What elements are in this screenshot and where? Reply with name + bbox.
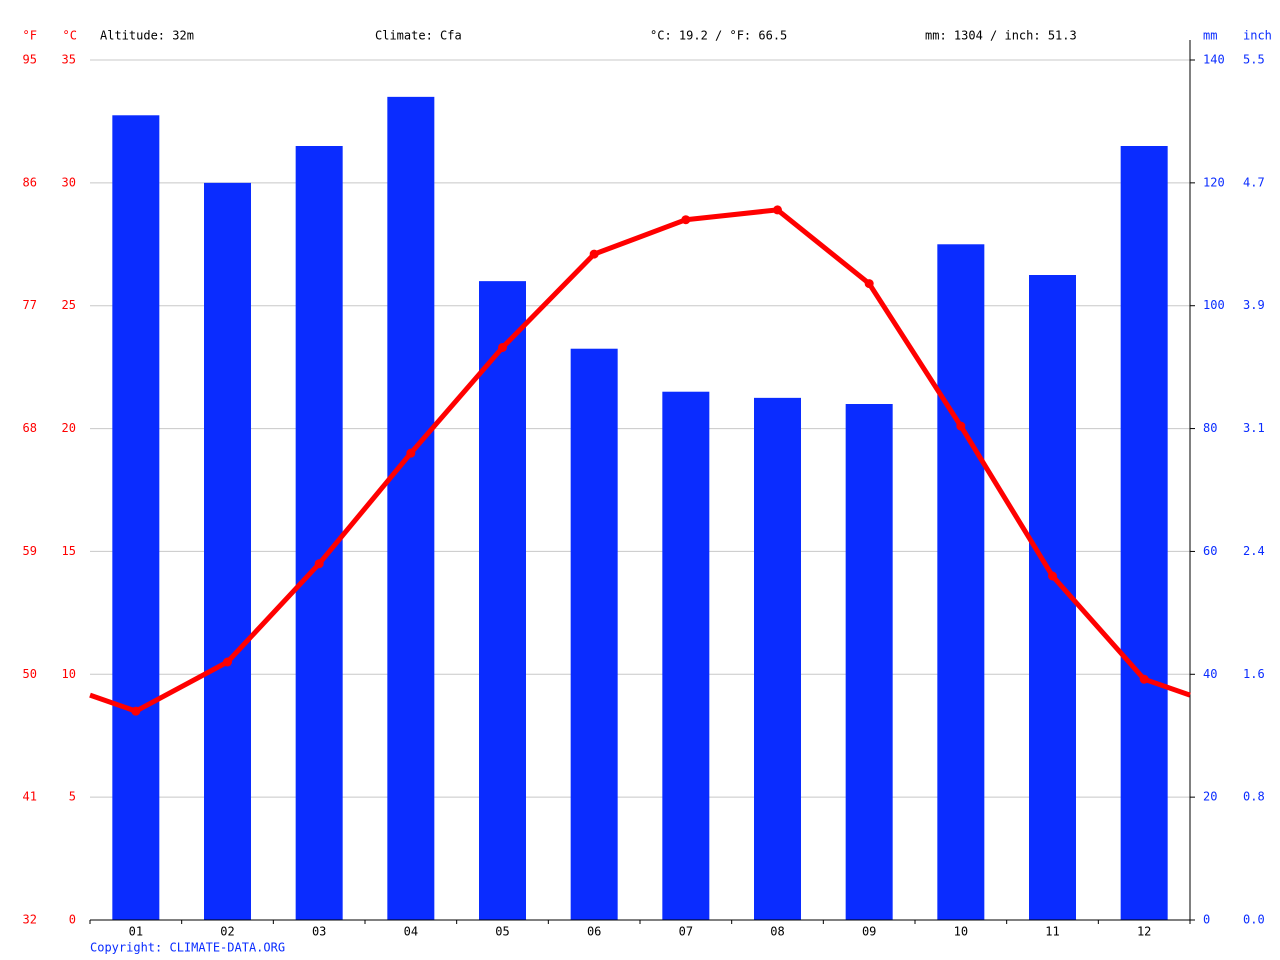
y2-inch-tick-label: 4.7 xyxy=(1243,175,1265,189)
temperature-point xyxy=(681,215,691,225)
temperature-point xyxy=(1048,571,1057,581)
x-tick-label: 04 xyxy=(404,925,418,939)
y-unit-label: °C xyxy=(63,29,77,43)
temperature-point xyxy=(131,706,141,716)
y-fahrenheit-tick-label: 41 xyxy=(23,790,37,804)
y-fahrenheit-tick-label: 68 xyxy=(23,421,37,435)
x-tick-label: 02 xyxy=(220,925,234,939)
bar xyxy=(112,115,160,921)
x-tick-label: 09 xyxy=(862,925,876,939)
y2-tick-label: 140 xyxy=(1203,53,1225,67)
header-text: mm: 1304 / inch: 51.3 xyxy=(925,29,1077,43)
y2-inch-tick-label: 3.9 xyxy=(1243,298,1265,312)
y2-tick-label: 100 xyxy=(1203,298,1225,312)
bar xyxy=(570,348,618,920)
x-tick-label: 08 xyxy=(770,925,784,939)
copyright: Copyright: CLIMATE-DATA.ORG xyxy=(90,941,285,955)
bar xyxy=(662,391,710,920)
y-tick-label: 5 xyxy=(69,790,76,804)
y-tick-label: 15 xyxy=(62,544,76,558)
y2-inch-tick-label: 0.8 xyxy=(1243,790,1265,804)
y2-unit-label: inch xyxy=(1243,29,1272,43)
y-fahrenheit-tick-label: 32 xyxy=(23,913,37,927)
bar xyxy=(754,397,801,920)
y2-tick-label: 0 xyxy=(1203,913,1210,927)
bar xyxy=(295,146,343,920)
temperature-point xyxy=(223,657,232,667)
bar xyxy=(387,96,435,921)
y-tick-label: 10 xyxy=(62,667,76,681)
temperature-point xyxy=(956,421,966,431)
y-tick-label: 20 xyxy=(62,421,76,435)
line-wrap xyxy=(89,676,1191,714)
y-tick-label: 30 xyxy=(62,175,76,189)
y-fahrenheit-tick-label: 77 xyxy=(23,298,37,312)
temperature-point xyxy=(314,559,324,569)
y-tick-label: 35 xyxy=(62,53,76,67)
y2-tick-label: 120 xyxy=(1203,175,1225,189)
x-tick-label: 01 xyxy=(129,925,143,939)
y2-tick-label: 60 xyxy=(1203,544,1217,558)
y2-tick-label: 20 xyxy=(1203,790,1217,804)
y2-inch-tick-label: 0.0 xyxy=(1243,913,1265,927)
bar xyxy=(845,404,893,920)
temperature-line xyxy=(134,207,1147,714)
bar xyxy=(1120,146,1168,920)
y-fahrenheit-tick-label: 95 xyxy=(23,53,37,67)
x-tick-label: 11 xyxy=(1045,925,1059,939)
y2-tick-label: 40 xyxy=(1203,667,1217,681)
y2-unit-label: mm xyxy=(1203,29,1217,43)
y-tick-label: 0 xyxy=(69,913,76,927)
temperature-point xyxy=(1139,674,1149,684)
y-tick-label: 25 xyxy=(62,298,76,312)
x-tick-label: 12 xyxy=(1137,925,1151,939)
y2-inch-tick-label: 5.5 xyxy=(1243,53,1265,67)
x-tick-label: 03 xyxy=(312,925,326,939)
temperature-point xyxy=(498,342,507,352)
bar xyxy=(479,281,526,921)
bar xyxy=(937,244,985,921)
header-text: Altitude: 32m xyxy=(100,29,194,43)
y-fahrenheit-tick-label: 59 xyxy=(23,544,37,558)
temperature-point xyxy=(864,279,874,289)
y-unit-label: °F xyxy=(23,29,37,43)
temperature-point xyxy=(773,205,782,215)
y2-tick-label: 80 xyxy=(1203,421,1217,435)
x-tick-label: 05 xyxy=(495,925,509,939)
x-tick-label: 06 xyxy=(587,925,601,939)
y2-inch-tick-label: 3.1 xyxy=(1243,421,1265,435)
bar xyxy=(1029,275,1076,920)
x-tick-label: 10 xyxy=(954,925,968,939)
header-text: Climate: Cfa xyxy=(375,29,462,43)
temperature-point xyxy=(589,249,599,259)
temperature-point xyxy=(406,448,416,458)
x-tick-label: 07 xyxy=(679,925,693,939)
bar xyxy=(204,182,251,920)
y-fahrenheit-tick-label: 50 xyxy=(23,667,37,681)
y-fahrenheit-tick-label: 86 xyxy=(23,175,37,189)
header-text: °C: 19.2 / °F: 66.5 xyxy=(650,29,787,43)
y2-inch-tick-label: 1.6 xyxy=(1243,667,1265,681)
y2-inch-tick-label: 2.4 xyxy=(1243,544,1265,558)
